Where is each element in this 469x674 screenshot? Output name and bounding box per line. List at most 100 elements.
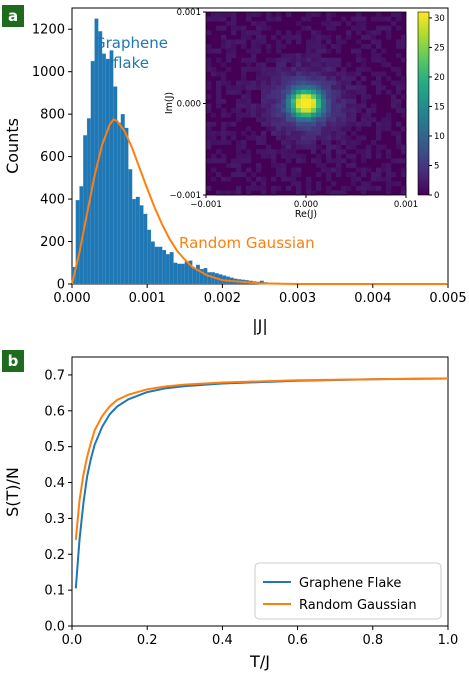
heatmap-cell xyxy=(311,80,317,86)
heatmap-cell xyxy=(386,126,392,132)
heatmap-cells xyxy=(206,12,407,196)
heatmap-cell xyxy=(206,44,212,49)
heatmap-cell xyxy=(286,98,292,104)
histogram-bar xyxy=(180,263,185,285)
heatmap-cell xyxy=(226,176,232,182)
heatmap-cell xyxy=(266,112,272,118)
heatmap-cell xyxy=(261,185,267,191)
heatmap-cell xyxy=(341,80,347,86)
heatmap-cell xyxy=(336,140,342,145)
heatmap-cell xyxy=(296,190,302,196)
heatmap-cell xyxy=(306,44,312,49)
y-tick-label: 800 xyxy=(40,108,65,123)
heatmap-cell xyxy=(391,12,397,17)
heatmap-cell xyxy=(271,94,277,100)
histogram-bar xyxy=(83,135,88,285)
heatmap-cell xyxy=(306,12,312,17)
heatmap-cell xyxy=(246,153,252,159)
heatmap-cell xyxy=(356,66,362,72)
heatmap-cell xyxy=(336,44,342,49)
heatmap-cell xyxy=(311,135,317,141)
heatmap-cell xyxy=(301,130,307,136)
heatmap-cell xyxy=(371,16,377,22)
heatmap-cell xyxy=(371,103,377,109)
heatmap-cell xyxy=(386,153,392,159)
heatmap-cell xyxy=(321,162,327,168)
heatmap-cell xyxy=(341,16,347,22)
heatmap-cell xyxy=(296,34,302,40)
heatmap-cell xyxy=(311,158,317,164)
heatmap-cell xyxy=(336,149,342,155)
heatmap-cell xyxy=(311,140,317,145)
y-tick-label: 1000 xyxy=(32,65,65,80)
heatmap-cell xyxy=(316,162,322,168)
heatmap-cell xyxy=(331,12,337,17)
heatmap-cell xyxy=(316,98,322,104)
heatmap-cell xyxy=(341,71,347,77)
heatmap-cell xyxy=(316,80,322,86)
heatmap-cell xyxy=(316,103,322,109)
heatmap-cell xyxy=(256,80,262,86)
heatmap-cell xyxy=(236,153,242,159)
heatmap-cell xyxy=(326,71,332,77)
heatmap-cell xyxy=(321,149,327,155)
heatmap-cell xyxy=(271,57,277,63)
heatmap-cell xyxy=(281,149,287,155)
heatmap-cell xyxy=(316,89,322,95)
heatmap-cell xyxy=(316,57,322,63)
heatmap-cell xyxy=(316,135,322,141)
heatmap-cell xyxy=(396,135,402,141)
heatmap-cell xyxy=(311,34,317,40)
heatmap-cell xyxy=(331,57,337,63)
heatmap-cell xyxy=(321,130,327,136)
heatmap-cell xyxy=(231,172,237,177)
heatmap-cell xyxy=(381,176,387,182)
heatmap-cell xyxy=(271,34,277,40)
heatmap-cell xyxy=(336,130,342,136)
heatmap-cell xyxy=(266,117,272,123)
heatmap-cell xyxy=(401,85,407,91)
histogram-bar xyxy=(158,246,163,285)
heatmap-cell xyxy=(311,89,317,95)
heatmap-cell xyxy=(221,158,227,164)
heatmap-cell xyxy=(331,158,337,164)
heatmap-cell xyxy=(251,108,257,113)
heatmap-cell xyxy=(261,89,267,95)
heatmap-cell xyxy=(291,98,297,104)
heatmap-cell xyxy=(386,121,392,127)
heatmap-cell xyxy=(341,85,347,91)
heatmap-cell xyxy=(316,172,322,177)
heatmap-cell xyxy=(276,57,282,63)
heatmap-cell xyxy=(221,71,227,77)
heatmap-cell xyxy=(231,130,237,136)
heatmap-cell xyxy=(301,140,307,145)
heatmap-cell xyxy=(331,112,337,118)
heatmap-cell xyxy=(361,34,367,40)
y-tick-label: 0.6 xyxy=(44,404,65,419)
heatmap-cell xyxy=(346,76,352,81)
heatmap-cell xyxy=(361,153,367,159)
heatmap-cell xyxy=(256,117,262,123)
heatmap-cell xyxy=(366,44,372,49)
heatmap-cell xyxy=(396,12,402,17)
heatmap-cell xyxy=(226,162,232,168)
heatmap-cell xyxy=(276,85,282,91)
heatmap-cell xyxy=(386,181,392,187)
heatmap-cell xyxy=(331,44,337,49)
heatmap-cell xyxy=(286,71,292,77)
panel-b-y-label: S(T)/N xyxy=(3,467,22,517)
heatmap-cell xyxy=(326,158,332,164)
heatmap-cell xyxy=(376,167,382,173)
heatmap-cell xyxy=(301,76,307,81)
heatmap-cell xyxy=(296,181,302,187)
heatmap-cell xyxy=(216,57,222,63)
heatmap-cell xyxy=(351,130,357,136)
heatmap-cell xyxy=(301,57,307,63)
heatmap-cell xyxy=(216,94,222,100)
heatmap-cell xyxy=(211,176,217,182)
heatmap-cell xyxy=(281,144,287,150)
x-tick-label: 0.001 xyxy=(129,291,166,306)
panel-b-frame xyxy=(71,356,449,627)
heatmap-cell xyxy=(236,112,242,118)
heatmap-cell xyxy=(321,89,327,95)
